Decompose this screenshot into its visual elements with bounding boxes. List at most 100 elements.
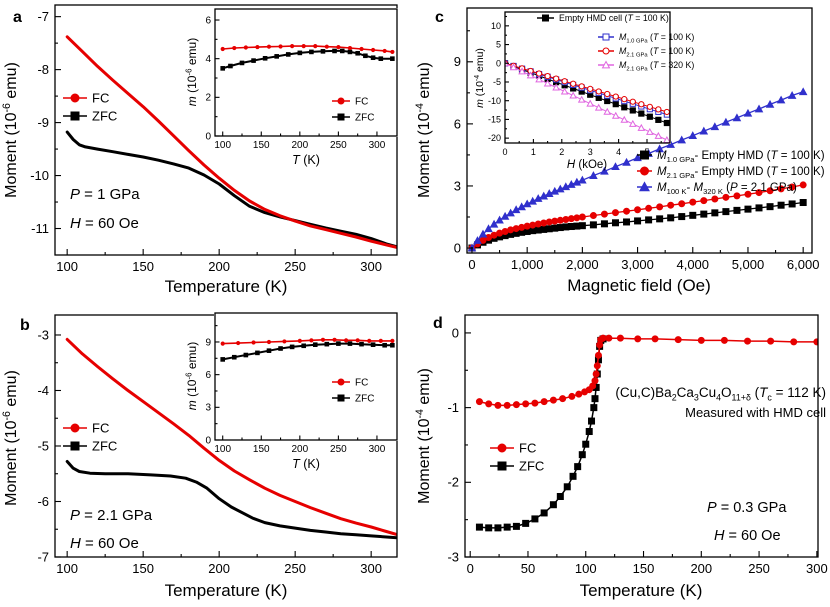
axis-ticks	[215, 325, 378, 441]
legend-label: FC	[92, 420, 109, 435]
marker-tri	[628, 119, 637, 127]
y-axis-title: Moment (10-6 emu)	[1, 370, 20, 506]
marker-circle	[282, 339, 287, 344]
series-layer	[220, 337, 395, 362]
marker-circle	[503, 401, 511, 409]
x-tick-label: 250	[330, 140, 347, 151]
marker-tri	[677, 135, 687, 144]
marker-circle	[320, 337, 326, 342]
marker-circle	[562, 215, 570, 223]
legend-label: ZFC	[519, 458, 544, 473]
marker-circle	[551, 217, 559, 225]
marker-square	[638, 110, 645, 117]
marker-tri	[600, 166, 609, 175]
marker-square	[337, 113, 345, 121]
marker-tri	[594, 103, 603, 111]
axis-ticks	[55, 334, 372, 558]
marker-square	[320, 49, 326, 54]
series-fc	[65, 35, 397, 250]
marker-square	[512, 522, 520, 530]
panel-letter: c	[435, 9, 444, 26]
x-tick-label: 300	[806, 561, 828, 576]
y-tick-label: 2	[205, 93, 211, 104]
y-tick-label: 0	[454, 240, 461, 255]
marker-square	[744, 205, 752, 213]
marker-tri	[533, 194, 543, 202]
marker-circle	[813, 338, 818, 346]
series-line	[471, 184, 804, 249]
axis-ticks	[55, 16, 372, 255]
marker-circle	[638, 101, 645, 108]
marker-circle	[766, 187, 774, 195]
marker-circle	[251, 340, 256, 345]
x-tick-label: 150	[132, 561, 154, 576]
marker-circle	[573, 214, 581, 222]
marker-circle	[512, 401, 520, 409]
plot-frame	[504, 11, 671, 144]
panel-d-chart: 0 50 100 150 200 250 300 0 -1 -2 -3 Temperature (K)…	[415, 314, 828, 600]
marker-circle	[220, 46, 225, 52]
marker-circle	[568, 392, 576, 400]
marker-tri	[589, 171, 598, 179]
marker-circle	[605, 334, 613, 342]
legend-label: M2.1 GPa- Empty HMD (T = 100 K)	[657, 166, 825, 180]
x-tick-label: 300	[369, 444, 386, 455]
marker-tri	[603, 107, 612, 115]
y-tick-label: 6	[454, 116, 461, 131]
marker-circle	[540, 219, 548, 227]
x-tick-label: 0	[502, 147, 507, 157]
marker-circle	[788, 183, 796, 191]
marker-square	[228, 63, 233, 69]
marker-circle	[535, 70, 543, 77]
marker-square	[239, 60, 245, 66]
x-tick-label: 50	[521, 561, 535, 576]
legend-label: M1.0 GPa- Empty HMD (T = 100 K)	[657, 150, 825, 164]
marker-square	[611, 219, 619, 227]
legend-item: FC	[63, 420, 109, 435]
x-tick-label: 150	[132, 259, 154, 274]
marker-circle	[347, 45, 353, 51]
main-chart: 100 150 200 250 300 -7 -8 -9 -10 -11 Temperature (…	[1, 4, 398, 296]
marker-tri	[478, 229, 488, 238]
marker-circle	[570, 80, 577, 87]
marker-circle	[367, 338, 372, 343]
marker-square	[494, 524, 502, 532]
marker-circle	[595, 88, 602, 95]
marker-circle	[309, 338, 314, 343]
marker-square	[585, 428, 593, 436]
marker-circle	[655, 106, 662, 113]
y-tick-label: -10	[30, 168, 49, 183]
axis-tick-labels: 100 150 200 250 300 -7 -8 -9 -10 -11	[30, 9, 382, 274]
marker-circle	[645, 204, 653, 212]
marker-square	[634, 217, 642, 225]
marker-square	[297, 50, 303, 56]
marker-circle	[266, 339, 272, 345]
marker-circle	[594, 351, 602, 359]
marker-circle	[494, 401, 502, 409]
marker-tri	[776, 95, 786, 104]
marker-circle	[549, 396, 557, 404]
marker-square	[243, 352, 249, 358]
main-chart: 0 50 100 150 200 250 300 0 -1 -2 -3 Temperature (K)…	[415, 314, 828, 600]
marker-square	[629, 107, 636, 114]
series-fc	[220, 337, 395, 346]
marker-tri	[550, 186, 560, 195]
legend-label: Empty HMD cell (T = 100 K)	[559, 13, 669, 23]
marker-circle	[359, 46, 364, 52]
marker-circle	[656, 203, 664, 211]
y-tick-label: 10	[491, 21, 501, 31]
inset-chart: 0123451050-5-10-15-20H (kOe)m (10-4 emu)	[474, 11, 671, 171]
axis-tick-labels: 100 150 200 250 300 0 2 4 6	[205, 15, 385, 151]
legend-label: ZFC	[92, 438, 117, 453]
marker-tri	[611, 162, 620, 171]
series-layer	[220, 44, 395, 71]
series-fc	[475, 334, 818, 409]
main-chart: 100 150 200 250 300 -3 -4 -5 -6 -7 Temperature (K)…	[1, 314, 398, 600]
marker-circle	[313, 44, 318, 49]
marker-square	[309, 49, 314, 55]
axis-ticks	[504, 15, 662, 143]
marker-tri	[578, 175, 587, 184]
marker-square	[359, 341, 364, 347]
y-tick-label: 0	[496, 58, 501, 68]
marker-circle	[799, 181, 807, 189]
